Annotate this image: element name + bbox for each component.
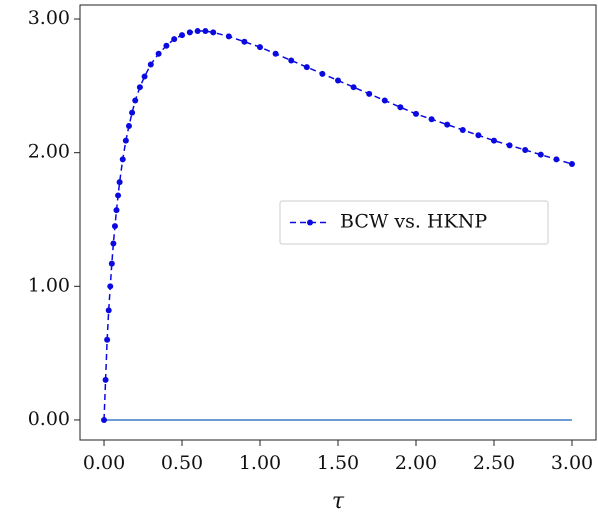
x-tick-label: 1.00: [239, 452, 281, 474]
data-point: [186, 29, 193, 36]
data-point: [107, 283, 114, 290]
data-point: [141, 73, 148, 80]
data-point: [136, 84, 143, 91]
data-point: [115, 192, 122, 199]
data-point: [568, 161, 575, 168]
y-tick-label: 3.00: [28, 7, 70, 29]
x-tick-label: 3.00: [551, 452, 593, 474]
data-point: [113, 207, 120, 214]
data-point: [381, 97, 388, 104]
data-point: [303, 64, 310, 71]
data-point: [102, 376, 109, 383]
x-tick-label: 0.50: [161, 452, 203, 474]
data-point: [210, 29, 217, 36]
data-point: [335, 77, 341, 84]
data-point: [101, 416, 108, 423]
data-point: [132, 97, 139, 104]
data-point: [105, 307, 112, 314]
legend-box: [279, 200, 549, 245]
data-point: [225, 33, 232, 40]
data-point: [522, 147, 529, 153]
data-point: [108, 260, 115, 267]
data-point: [116, 179, 123, 186]
data-point: [506, 142, 513, 149]
data-point: [490, 137, 497, 144]
data-point: [163, 42, 170, 49]
data-point: [553, 156, 560, 163]
x-axis-label: τ: [332, 489, 345, 514]
legend-label: BCW vs. HKNP: [340, 211, 487, 233]
y-tick-label: 2.00: [28, 141, 70, 163]
y-tick-label: 1.00: [28, 274, 70, 296]
data-point: [257, 44, 264, 51]
data-point: [129, 109, 136, 116]
data-point: [110, 240, 117, 247]
y-tick-label: 0.00: [28, 408, 70, 430]
data-point: [319, 70, 326, 77]
data-point: [412, 110, 419, 117]
data-point: [350, 84, 357, 91]
data-point: [475, 132, 482, 139]
x-tick-label: 0.00: [83, 452, 125, 474]
data-point: [202, 28, 209, 35]
data-point: [366, 90, 373, 97]
data-point: [122, 137, 129, 144]
x-tick-label: 2.50: [473, 452, 515, 474]
data-point: [179, 32, 186, 39]
data-point: [104, 336, 111, 343]
data-point: [147, 61, 154, 68]
data-point: [428, 116, 435, 123]
data-point: [459, 126, 466, 133]
data-point: [272, 50, 279, 57]
legend-swatch-marker: [307, 219, 313, 226]
data-point: [125, 122, 132, 129]
data-point: [397, 104, 404, 111]
data-point: [155, 50, 162, 57]
data-point: [241, 38, 248, 45]
x-tick-label: 1.50: [317, 452, 359, 474]
data-point: [194, 28, 201, 35]
data-point: [111, 223, 118, 230]
x-tick-label: 2.00: [395, 452, 437, 474]
data-point: [444, 121, 451, 128]
data-point: [171, 36, 178, 43]
data-point: [119, 156, 126, 163]
data-point: [288, 57, 295, 64]
data-point: [537, 151, 544, 158]
